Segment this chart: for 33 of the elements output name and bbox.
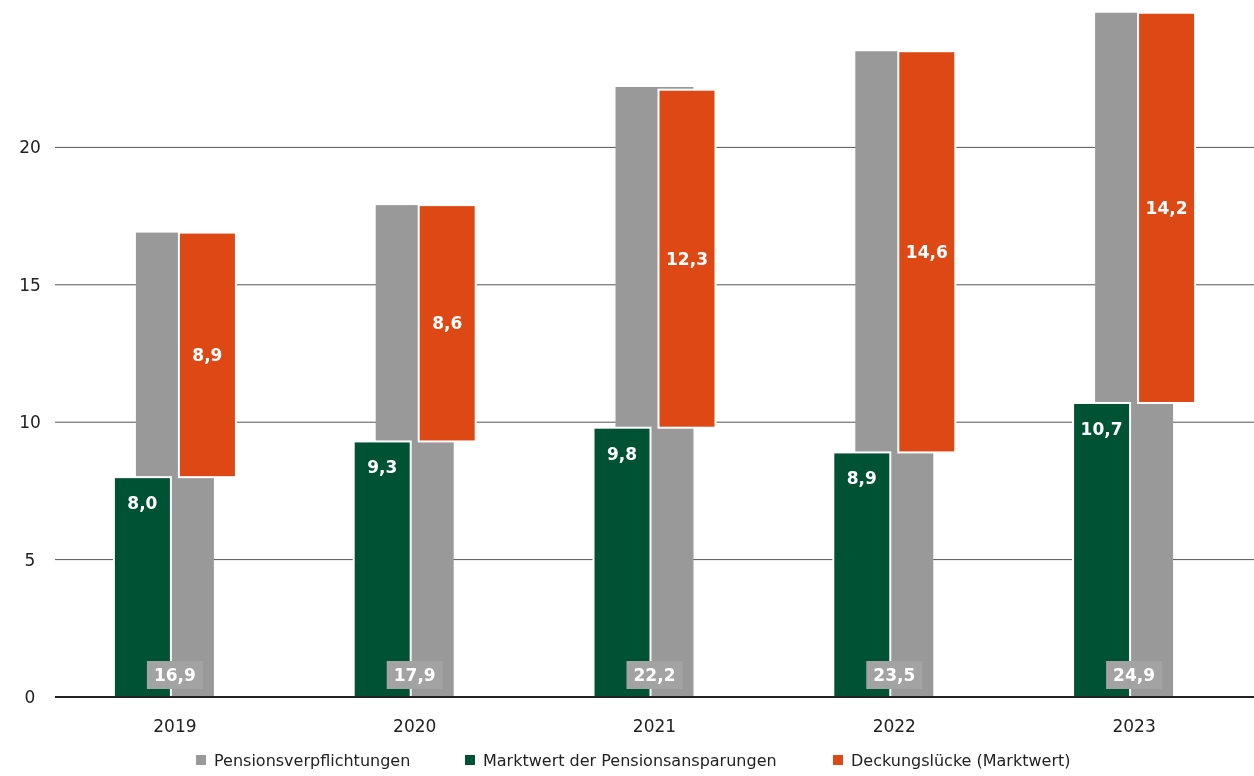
y-tick-label: 15 — [19, 274, 41, 295]
bar — [657, 88, 717, 429]
data-label: 23,5 — [873, 665, 916, 685]
data-label: 8,9 — [192, 344, 223, 365]
bar — [897, 50, 957, 454]
legend-label: Marktwert der Pensionsansparungen — [483, 751, 777, 770]
data-label: 8,0 — [127, 493, 158, 514]
legend-label: Deckungslücke (Marktwert) — [851, 751, 1071, 770]
x-tick-label: 2021 — [632, 716, 677, 736]
x-tick-label: 2020 — [393, 716, 437, 736]
x-tick-label: 2019 — [153, 716, 197, 736]
data-label: 8,9 — [846, 468, 877, 489]
bar — [1137, 11, 1197, 404]
bar — [417, 204, 477, 443]
data-label: 16,9 — [153, 665, 196, 685]
data-label: 24,9 — [1113, 665, 1156, 685]
data-label: 22,2 — [633, 665, 676, 685]
data-label: 14,2 — [1145, 197, 1188, 218]
y-tick-label: 20 — [19, 137, 41, 158]
x-tick-label: 2023 — [1112, 716, 1156, 736]
data-label: 14,6 — [905, 241, 948, 262]
data-label: 8,6 — [432, 313, 463, 334]
x-tick-label: 2022 — [872, 716, 916, 736]
data-label: 12,3 — [666, 248, 708, 269]
y-tick-label: 10 — [19, 412, 41, 433]
data-label: 9,3 — [367, 457, 398, 478]
y-tick-label: 0 — [24, 687, 36, 707]
bar — [177, 231, 237, 479]
y-tick-label: 5 — [24, 549, 36, 570]
data-label: 9,8 — [606, 443, 638, 464]
data-label: 17,9 — [393, 665, 436, 685]
data-label: 10,7 — [1080, 418, 1123, 439]
legend-label: Pensionsverpflichtungen — [214, 751, 411, 770]
